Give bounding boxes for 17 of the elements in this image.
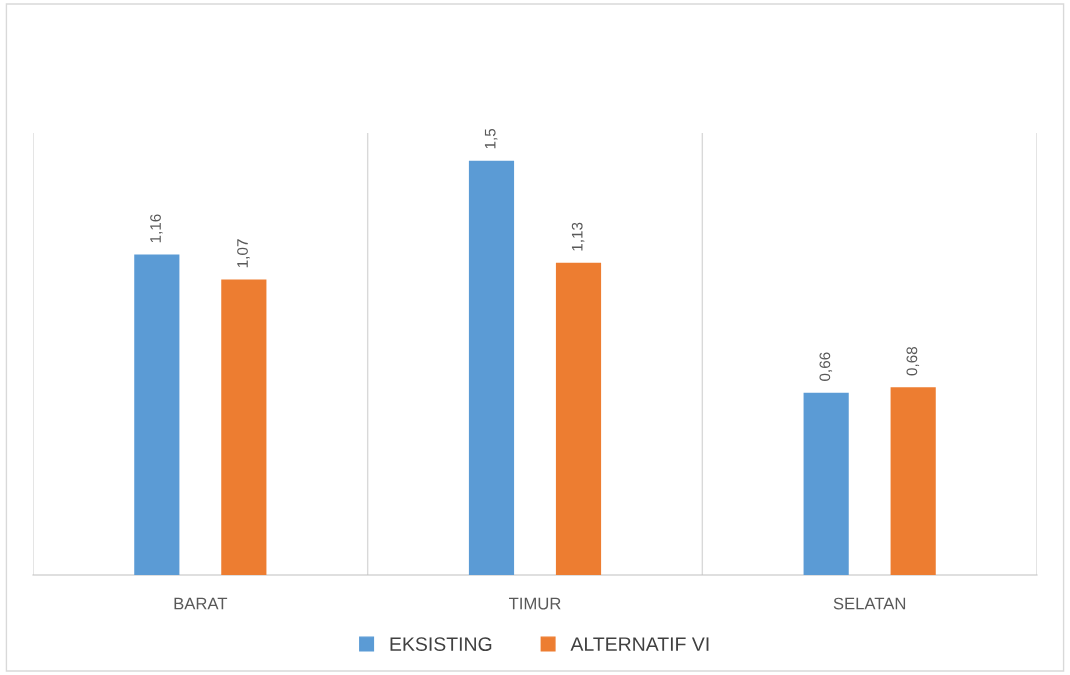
data-label: 0,68 [906,346,920,376]
bar [803,392,849,575]
bar [890,387,936,575]
legend-label: EKSISTING [390,637,492,651]
x-tick-label: SELATAN [833,597,906,610]
bar [221,279,267,575]
data-label: 0,66 [819,352,833,381]
legend-label: ALTERNATIF VI [570,637,709,651]
x-tick-label: BARAT [174,597,228,610]
data-label: 1,16 [150,214,163,243]
bar [468,160,515,575]
data-label: 1,5 [484,128,498,149]
bar [134,254,180,575]
bar [555,262,602,575]
data-label: 1,13 [571,222,585,251]
x-tick-label: TIMUR [508,597,561,610]
data-label: 1,07 [237,239,250,268]
